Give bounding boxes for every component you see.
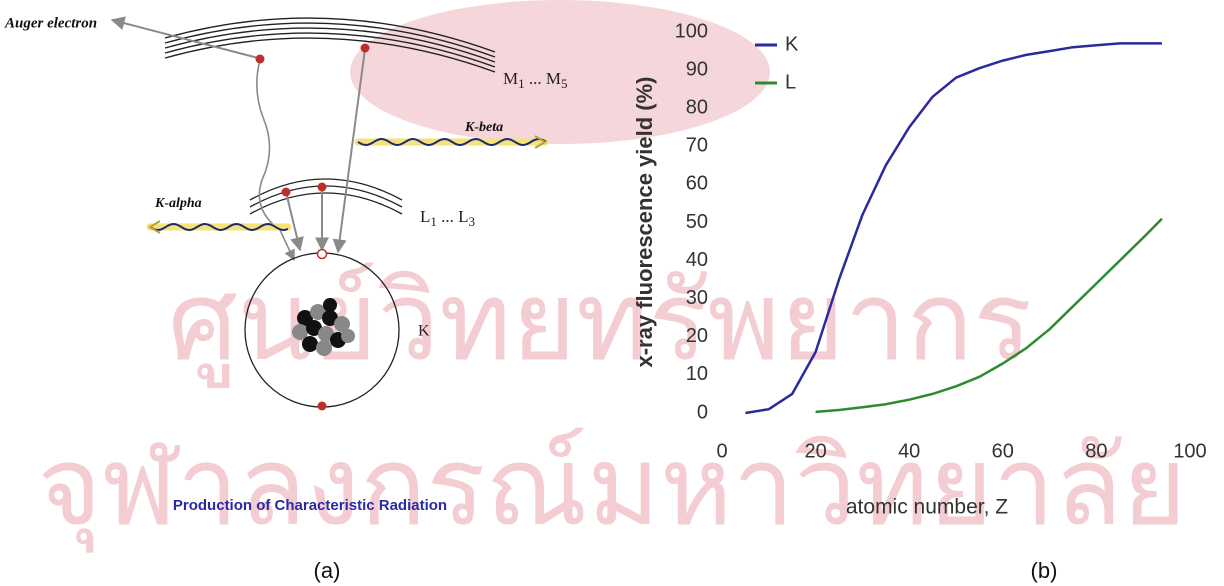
- m-shell-label: M1 ... M5: [503, 69, 568, 91]
- k-alpha-label: K-alpha: [154, 196, 202, 211]
- x-tick-label: 60: [992, 440, 1014, 462]
- vacancy: [316, 248, 328, 260]
- auger-arrow: [110, 16, 259, 59]
- y-tick-label: 60: [686, 173, 708, 195]
- label-part: 1: [518, 76, 525, 91]
- auger-label: Auger electron: [4, 15, 97, 31]
- y-tick-label: 100: [675, 20, 708, 42]
- x-tick-label: 100: [1173, 440, 1206, 462]
- x-tick-label: 40: [898, 440, 920, 462]
- transition-arrow: [285, 191, 304, 252]
- x-tick-label: 20: [804, 440, 826, 462]
- y-axis-title: x-ray fluorescence yield (%): [632, 76, 657, 367]
- k-beta-label: K-beta: [464, 120, 503, 135]
- label-part: ...: [525, 69, 546, 88]
- watermark-text: จุฬาลงกรณ์มหาวิทยาลัย: [37, 425, 1186, 553]
- x-tick-label: 80: [1085, 440, 1107, 462]
- label-part: M: [503, 69, 518, 88]
- y-tick-label: 0: [697, 401, 708, 423]
- diagram: Auger electron M1 ... M5 K-beta K-alpha …: [4, 15, 568, 514]
- watermark-emblem: [350, 0, 770, 144]
- legend-label: K: [785, 33, 799, 55]
- y-tick-label: 10: [686, 363, 708, 385]
- label-part: M: [546, 69, 561, 88]
- legend-label: L: [785, 71, 796, 93]
- y-tick-label: 50: [686, 211, 708, 233]
- label-part: 3: [469, 214, 476, 229]
- y-tick-label: 80: [686, 96, 708, 118]
- l-shells: [249, 178, 403, 215]
- y-tick-label: 70: [686, 135, 708, 157]
- photon-wave: [357, 137, 547, 147]
- l-shell-label: L1 ... L3: [420, 207, 475, 229]
- k-shell-label: K: [418, 323, 430, 340]
- m-shells: [164, 17, 496, 73]
- label-part: ...: [437, 207, 458, 226]
- y-tick-label: 40: [686, 249, 708, 271]
- label-part: 1: [430, 214, 437, 229]
- photon-wave: [149, 222, 289, 232]
- label-part: L: [458, 207, 468, 226]
- watermark-text: ศูนย์วิทยทรัพยากร: [168, 260, 1032, 388]
- y-tick-label: 20: [686, 325, 708, 347]
- diagram-caption: Production of Characteristic Radiation: [173, 497, 447, 514]
- series-line: [815, 217, 1163, 414]
- y-tick-label: 30: [686, 287, 708, 309]
- nucleus: [292, 298, 355, 356]
- transition-arrow: [332, 48, 366, 254]
- label-part: L: [420, 207, 430, 226]
- x-axis-title: atomic number, Z: [846, 496, 1008, 519]
- photon-head: [534, 135, 547, 149]
- y-tick-label: 90: [686, 58, 708, 80]
- electrons: [255, 43, 370, 411]
- label-part: 5: [561, 76, 568, 91]
- series-line: [745, 42, 1162, 415]
- photons: [146, 135, 549, 234]
- panel-caption: (b): [1031, 558, 1058, 583]
- x-tick-label: 0: [716, 440, 727, 462]
- chart: x-ray fluorescence yield (%) atomic numb…: [632, 20, 1207, 518]
- panel-caption: (a): [314, 558, 341, 583]
- photon-head: [148, 220, 161, 234]
- transition-arrow: [256, 59, 295, 262]
